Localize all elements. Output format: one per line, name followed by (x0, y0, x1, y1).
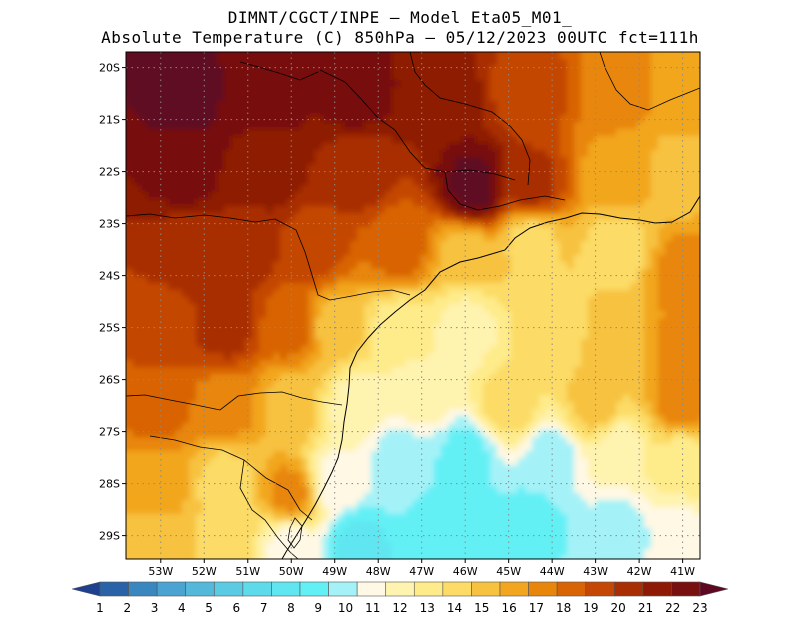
colorbar-segment (299, 581, 329, 597)
colorbar-segment (442, 581, 472, 597)
colorbar-segment (128, 581, 158, 597)
colorbar-segment (528, 581, 558, 597)
latitude-tick-label: 26S (99, 374, 120, 387)
colorbar-label: 21 (638, 601, 653, 615)
latitude-tick-label: 20S (99, 62, 120, 75)
lagoon-outline (287, 517, 303, 549)
state-border (444, 171, 566, 211)
latitude-tick-label: 25S (99, 322, 120, 335)
colorbar-low-arrow (71, 581, 101, 597)
state-border (239, 459, 299, 559)
map-title-line-1: DIMNT/CGCT/INPE — Model Eta05_M01_ (227, 8, 573, 27)
longitude-tick-label: 44W (540, 565, 565, 578)
coastline (281, 195, 700, 559)
state-border (409, 52, 531, 186)
latitude-tick-label: 23S (99, 218, 120, 231)
state-border (126, 391, 343, 411)
colorbar-label: 17 (529, 601, 544, 615)
latitude-tick-label: 28S (99, 478, 120, 491)
colorbar-segment (471, 581, 501, 597)
longitude-tick-label: 48W (366, 565, 391, 578)
colorbar-label: 3 (151, 601, 159, 615)
longitude-tick-label: 45W (496, 565, 521, 578)
colorbar-label: 12 (392, 601, 407, 615)
plot-frame (125, 51, 701, 560)
colorbar-segment (556, 581, 587, 597)
colorbar-segment (499, 581, 529, 597)
colorbar-high-arrow (699, 581, 729, 597)
longitude-tick-label: 51W (235, 565, 260, 578)
latitude-tick-label: 22S (99, 166, 120, 179)
colorbar-label: 19 (583, 601, 598, 615)
longitude-tick-label: 52W (192, 565, 217, 578)
longitude-axis: 53W 52W 51W 50W 49W 48W 47W 46W 45W 44W 43W 42W 41W (148, 559, 695, 578)
colorbar-label: 15 (474, 601, 489, 615)
colorbar-segment (213, 581, 244, 597)
colorbar-segment (156, 581, 187, 597)
colorbar-label: 1 (96, 601, 104, 615)
colorbar-segment (671, 581, 701, 597)
latitude-tick-label: 21S (99, 114, 120, 127)
colorbar-label: 20 (611, 601, 626, 615)
colorbar-label: 13 (420, 601, 435, 615)
state-border (239, 61, 319, 81)
colorbar-label: 4 (178, 601, 186, 615)
colorbar-label: 10 (338, 601, 353, 615)
political-borders (126, 52, 700, 559)
colorbar-segment (613, 581, 644, 597)
colorbar-segment (99, 581, 129, 597)
colorbar-label: 18 (556, 601, 571, 615)
latitude-tick-label: 29S (99, 530, 120, 543)
latitude-tick-label: 27S (99, 426, 120, 439)
colorbar-segment (242, 581, 272, 597)
longitude-tick-label: 43W (583, 565, 608, 578)
latitude-axis: 20S 21S 22S 23S 24S 25S 26S 27S 28S 29S (99, 62, 126, 543)
colorbar-label: 16 (501, 601, 516, 615)
latitude-tick-label: 24S (99, 270, 120, 283)
colorbar-label: 14 (447, 601, 462, 615)
temperature-field (126, 52, 700, 559)
colorbar-label: 22 (665, 601, 680, 615)
colorbar-label: 8 (287, 601, 295, 615)
state-border (126, 213, 411, 301)
colorbar-segment (642, 581, 672, 597)
colorbar-segment (185, 581, 215, 597)
graticule (126, 52, 700, 559)
colorbar-segment (328, 581, 358, 597)
map-title-line-2: Absolute Temperature (C) 850hPa — 05/12/… (101, 28, 699, 47)
colorbar-segment (413, 581, 444, 597)
colorbar-label: 6 (233, 601, 241, 615)
colorbar-label: 7 (260, 601, 268, 615)
longitude-tick-label: 42W (627, 565, 652, 578)
longitude-tick-label: 49W (322, 565, 347, 578)
colorbar-segment (385, 581, 415, 597)
longitude-tick-label: 41W (670, 565, 695, 578)
colorbar-segment (585, 581, 615, 597)
colorbar-label: 5 (205, 601, 213, 615)
longitude-tick-label: 50W (279, 565, 304, 578)
longitude-tick-label: 47W (409, 565, 434, 578)
colorbar-label: 23 (692, 601, 707, 615)
colorbar-label: 9 (314, 601, 322, 615)
longitude-tick-label: 53W (148, 565, 173, 578)
colorbar-segment (271, 581, 301, 597)
colorbar: 1 2 3 4 5 6 7 8 9 10 11 12 13 14 15 16 17 18 19 20 21 22 23 (71, 581, 729, 615)
colorbar-segment (356, 581, 387, 597)
colorbar-label: 11 (365, 601, 380, 615)
colorbar-label: 2 (123, 601, 131, 615)
longitude-tick-label: 46W (453, 565, 478, 578)
